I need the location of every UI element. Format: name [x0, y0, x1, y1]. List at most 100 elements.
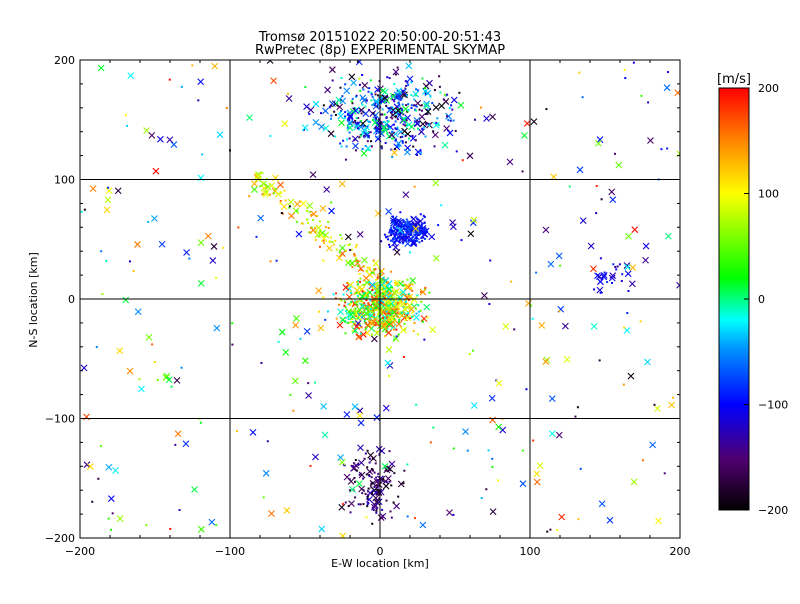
data-point-dot [413, 321, 416, 324]
data-point-dot [352, 321, 355, 324]
data-point-dot [382, 277, 385, 280]
data-point-cross [209, 257, 217, 264]
data-point-dot [374, 292, 377, 295]
data-point-cross [356, 231, 364, 238]
data-point-cross [337, 308, 344, 316]
data-point-dot [423, 237, 426, 240]
data-point-dot [377, 472, 380, 475]
data-point-dot [394, 236, 397, 239]
data-point-dot [361, 148, 364, 151]
data-point-dot [433, 89, 436, 92]
data-point-dot [626, 312, 629, 315]
data-point-dot [383, 321, 386, 324]
data-point-cross [362, 110, 370, 118]
data-point-dot [299, 337, 302, 340]
data-point-dot [404, 87, 407, 90]
data-point-dot [364, 452, 367, 455]
data-point-dot [525, 388, 528, 391]
data-point-dot [382, 478, 385, 481]
data-point-dot [380, 145, 383, 148]
data-point-dot [168, 78, 171, 81]
data-point-dot [319, 245, 322, 248]
data-point-cross [384, 304, 392, 312]
data-point-dot [354, 299, 357, 302]
data-point-dot [448, 107, 451, 110]
data-point-dot [390, 148, 393, 151]
data-point-cross [350, 79, 357, 87]
data-point-dot [395, 335, 398, 338]
data-point-cross [306, 202, 314, 209]
data-point-cross [283, 507, 291, 514]
data-point-dot [355, 243, 358, 246]
data-point-dot [324, 226, 327, 229]
data-point-dot [394, 139, 397, 142]
data-point-dot [396, 126, 399, 129]
data-point-cross [342, 284, 350, 291]
data-point-dot [357, 291, 360, 294]
data-point-cross [377, 296, 385, 304]
data-point-cross [470, 402, 478, 409]
data-point-dot [390, 484, 393, 487]
data-point-dot [403, 323, 406, 326]
data-point-dot [429, 95, 432, 98]
colorbar-label: [m/s] [717, 72, 751, 87]
data-point-dot [437, 224, 440, 227]
data-point-cross [338, 458, 346, 466]
data-point-dot [419, 149, 422, 152]
data-point-dot [370, 145, 373, 148]
data-point-dot [280, 191, 283, 194]
y-axis-label: N-S location [km] [27, 252, 40, 348]
data-point-dot [347, 244, 350, 247]
data-point-dot [404, 301, 407, 304]
data-point-dot [354, 330, 357, 333]
data-point-cross [262, 190, 269, 198]
data-point-dot [418, 241, 421, 244]
data-point-dot [335, 102, 338, 105]
data-point-dot [410, 106, 413, 109]
data-point-cross [372, 102, 380, 110]
data-point-dot [381, 108, 384, 111]
data-point-dot [359, 134, 362, 137]
data-point-cross [432, 179, 440, 187]
data-point-dot [384, 295, 387, 298]
data-point-dot [394, 138, 397, 141]
data-point-cross [413, 120, 421, 127]
data-point-cross [174, 430, 182, 438]
data-point-dot [411, 311, 414, 314]
data-point-dot [355, 291, 358, 294]
data-point-cross [336, 321, 344, 329]
data-point-cross [315, 287, 323, 294]
data-point-cross [379, 87, 387, 94]
data-point-dot [269, 260, 272, 263]
data-point-dot [415, 225, 418, 228]
data-point-dot [466, 449, 469, 452]
data-point-cross [358, 293, 366, 300]
data-point-dot [375, 278, 378, 281]
data-point-cross [378, 130, 385, 137]
data-point-cross [266, 60, 274, 64]
data-point-dot [279, 202, 282, 205]
data-point-dot [574, 415, 577, 418]
data-point-dot [411, 289, 414, 292]
data-point-cross [419, 288, 427, 296]
data-point-cross [362, 274, 370, 282]
data-point-dot [416, 89, 419, 92]
data-point-dot [352, 121, 355, 124]
data-point-dot [334, 297, 337, 300]
data-point-dot [369, 131, 372, 134]
data-point-dot [328, 106, 331, 109]
data-point-cross [393, 502, 400, 510]
data-point-dot [401, 225, 404, 228]
data-point-dot [110, 528, 113, 531]
data-point-dot [623, 326, 626, 329]
x-axis: −200 −100 0 100 200 [65, 60, 691, 558]
data-point-dot [395, 301, 398, 304]
data-point-dot [357, 310, 360, 313]
data-point-dot [622, 383, 625, 386]
data-point-dot [83, 208, 86, 211]
data-point-cross [429, 326, 437, 334]
data-point-dot [414, 517, 417, 520]
data-point-cross [346, 112, 354, 120]
data-point-dot [450, 104, 453, 107]
